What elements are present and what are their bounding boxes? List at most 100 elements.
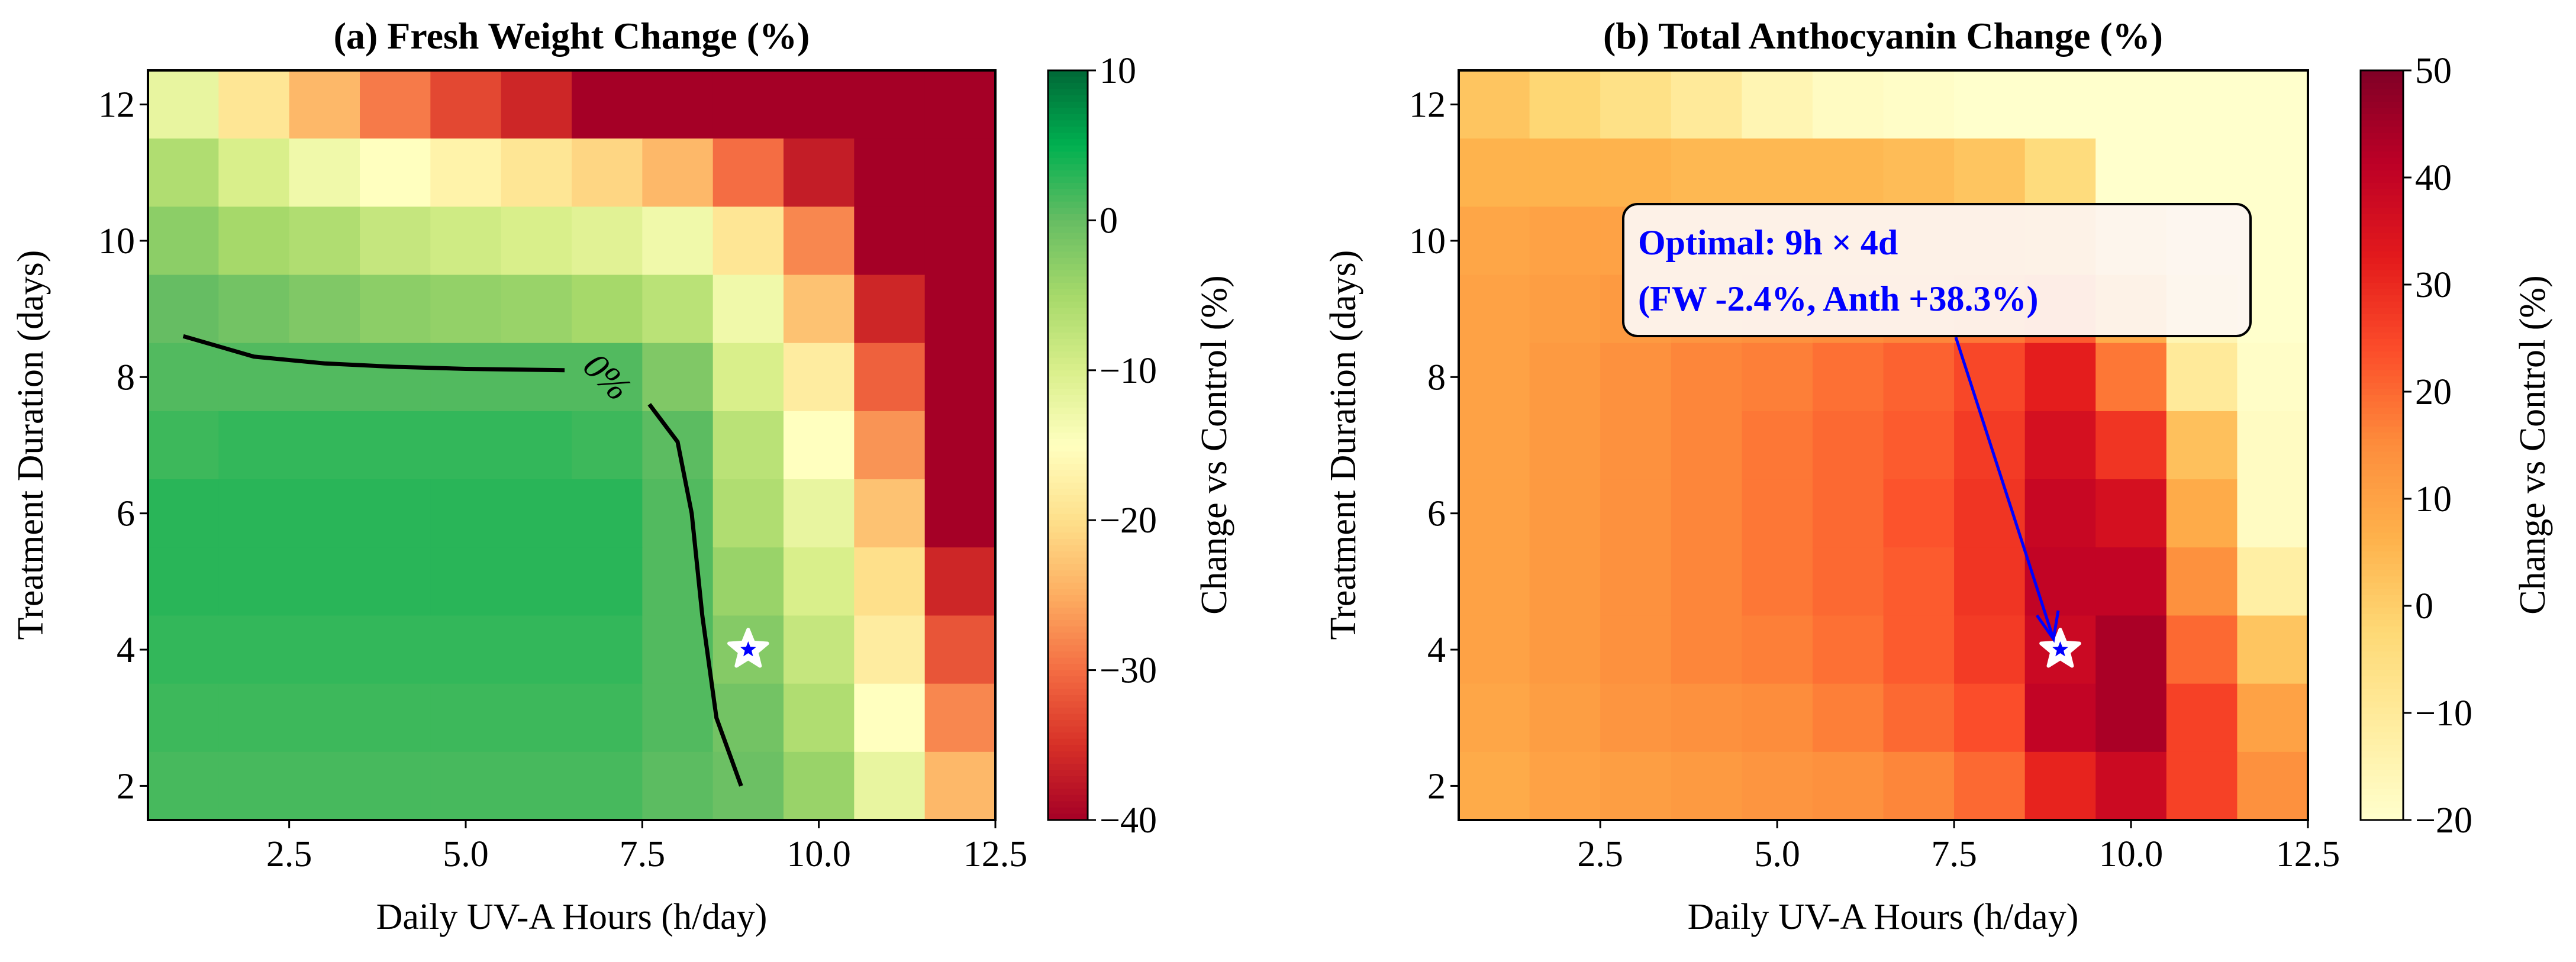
heatmap-cell	[1671, 547, 1743, 616]
colorbar-segment	[1048, 763, 1088, 771]
panel-anthocyanin: (b) Total Anthocyanin Change (%) 2.5 5.0 7…	[1323, 15, 2553, 937]
heatmap-cell	[1812, 547, 1884, 616]
colorbar-segment	[2361, 208, 2403, 215]
heatmap-cell	[1600, 615, 1672, 685]
heatmap-cell	[1883, 615, 1955, 685]
colorbar-segment	[1048, 364, 1088, 371]
colorbar-segment	[2361, 395, 2403, 402]
heatmap-cell	[854, 411, 926, 480]
colorbar-segment	[1048, 189, 1088, 196]
heatmap-cell	[2237, 547, 2309, 616]
colorbar-segment	[1048, 289, 1088, 296]
colorbar-segment	[2361, 226, 2403, 234]
heatmap-cell	[2095, 138, 2167, 208]
heatmap-cell	[1954, 138, 2026, 208]
colorbar-segment	[1048, 420, 1088, 427]
colorbar-segment	[2361, 264, 2403, 271]
colorbar-segment	[1048, 626, 1088, 634]
x-tick-label: 5.0	[1754, 834, 1800, 874]
heatmap-cell	[712, 343, 784, 412]
colorbar-segment	[1048, 426, 1088, 434]
chart-title: (b) Total Anthocyanin Change (%)	[1603, 15, 2163, 57]
colorbar-segment	[1048, 101, 1088, 109]
heatmap-cell	[218, 683, 290, 753]
colorbar-segment	[2361, 470, 2403, 477]
x-tick-label: 7.5	[1931, 834, 1977, 874]
heatmap-cell	[289, 751, 360, 821]
colorbar-segment	[1048, 614, 1088, 621]
colorbar-segment	[1048, 770, 1088, 777]
heatmap-cell	[1954, 70, 2026, 139]
heatmap-cell	[712, 411, 784, 480]
heatmap-cell	[360, 138, 431, 208]
y-tick-label: 6	[1427, 494, 1446, 534]
heatmap-cell	[1459, 751, 1530, 821]
colorbar-segment	[1048, 357, 1088, 365]
colorbar-segment	[1048, 570, 1088, 577]
heatmap-cell	[924, 751, 996, 821]
colorbar-segment	[1048, 657, 1088, 665]
colorbar-segment	[2361, 570, 2403, 577]
heatmap-cell	[289, 206, 360, 276]
heatmap-cell	[2095, 411, 2167, 480]
colorbar-segment	[1048, 95, 1088, 102]
colorbar-segment	[2361, 351, 2403, 359]
colorbar-segment	[2361, 370, 2403, 377]
colorbar-segment	[2361, 170, 2403, 177]
colorbar-tick-label: −40	[1100, 800, 1157, 841]
colorbar-segment	[2361, 114, 2403, 121]
colorbar-segment	[2361, 339, 2403, 346]
colorbar-segment	[2361, 89, 2403, 96]
heatmap-cell	[1954, 479, 2026, 548]
colorbar-segment	[2361, 538, 2403, 546]
colorbar-segment	[2361, 526, 2403, 534]
colorbar-segment	[2361, 151, 2403, 159]
heatmap-cell	[1459, 343, 1530, 412]
heatmap-cell	[924, 275, 996, 344]
heatmap-cell	[1742, 683, 1813, 753]
heatmap-cell	[2095, 343, 2167, 412]
heatmap-cell	[501, 206, 572, 276]
optimal-marker	[2039, 628, 2081, 668]
heatmap-cell	[924, 206, 996, 276]
colorbar-segment	[2361, 707, 2403, 715]
heatmap-cell	[501, 547, 572, 616]
heatmap-cell	[148, 206, 220, 276]
heatmap-cell	[572, 547, 643, 616]
colorbar-segment	[1048, 201, 1088, 209]
colorbar-segment	[1048, 670, 1088, 677]
heatmap-cell	[2095, 479, 2167, 548]
heatmap-cell	[2024, 683, 2097, 753]
heatmap-cell	[1742, 343, 1813, 412]
colorbar-segment	[1048, 445, 1088, 453]
heatmap-cell	[2237, 615, 2309, 685]
heatmap-cell	[1459, 683, 1530, 753]
colorbar-segment	[1048, 208, 1088, 215]
heatmap-cell	[430, 751, 502, 821]
heatmap-cell	[1954, 547, 2026, 616]
heatmap-cell	[924, 70, 996, 139]
heatmap-cell	[1883, 138, 1955, 208]
colorbar-segment	[2361, 157, 2403, 165]
heatmap-cell	[2237, 343, 2309, 412]
colorbar-segment	[2361, 70, 2403, 78]
colorbar-segment	[2361, 632, 2403, 640]
heatmap-cell	[642, 275, 714, 344]
colorbar-segment	[1048, 651, 1088, 658]
heatmap-cell	[2166, 683, 2238, 753]
y-tick-label: 8	[117, 357, 135, 398]
heatmap-cell	[430, 615, 502, 685]
heatmap-cell	[784, 615, 855, 685]
colorbar-segment	[1048, 782, 1088, 790]
colorbar-segment	[1048, 795, 1088, 802]
heatmap-cell	[360, 275, 431, 344]
heatmap-cell	[289, 411, 360, 480]
annotation-line-2: (FW -2.4%, Anth +38.3%)	[1638, 279, 2038, 318]
x-tick-label: 5.0	[443, 834, 489, 874]
heatmap-cell	[2024, 479, 2097, 548]
colorbar-segment	[2361, 776, 2403, 783]
colorbar-segment	[1048, 482, 1088, 490]
heatmap-cell	[289, 479, 360, 548]
heatmap-cell	[360, 411, 431, 480]
heatmap-cell	[924, 615, 996, 685]
